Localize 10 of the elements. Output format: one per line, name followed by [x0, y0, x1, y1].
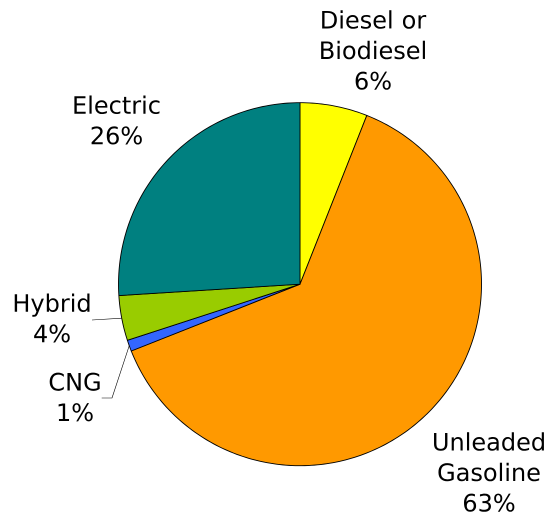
- slice-label: Electric: [74, 95, 160, 114]
- data-label: 63%: [464, 494, 514, 512]
- slice-label: CNG: [50, 372, 100, 391]
- slice-label: Hybrid: [14, 293, 90, 317]
- data-label: 1%: [58, 403, 93, 422]
- slice-label: Diesel or Biodiesel: [321, 10, 426, 60]
- slice-label: Unleaded Gasoline: [434, 432, 544, 482]
- data-label: 6%: [356, 72, 391, 90]
- data-label: 4%: [34, 324, 70, 343]
- data-label: 26%: [92, 126, 142, 145]
